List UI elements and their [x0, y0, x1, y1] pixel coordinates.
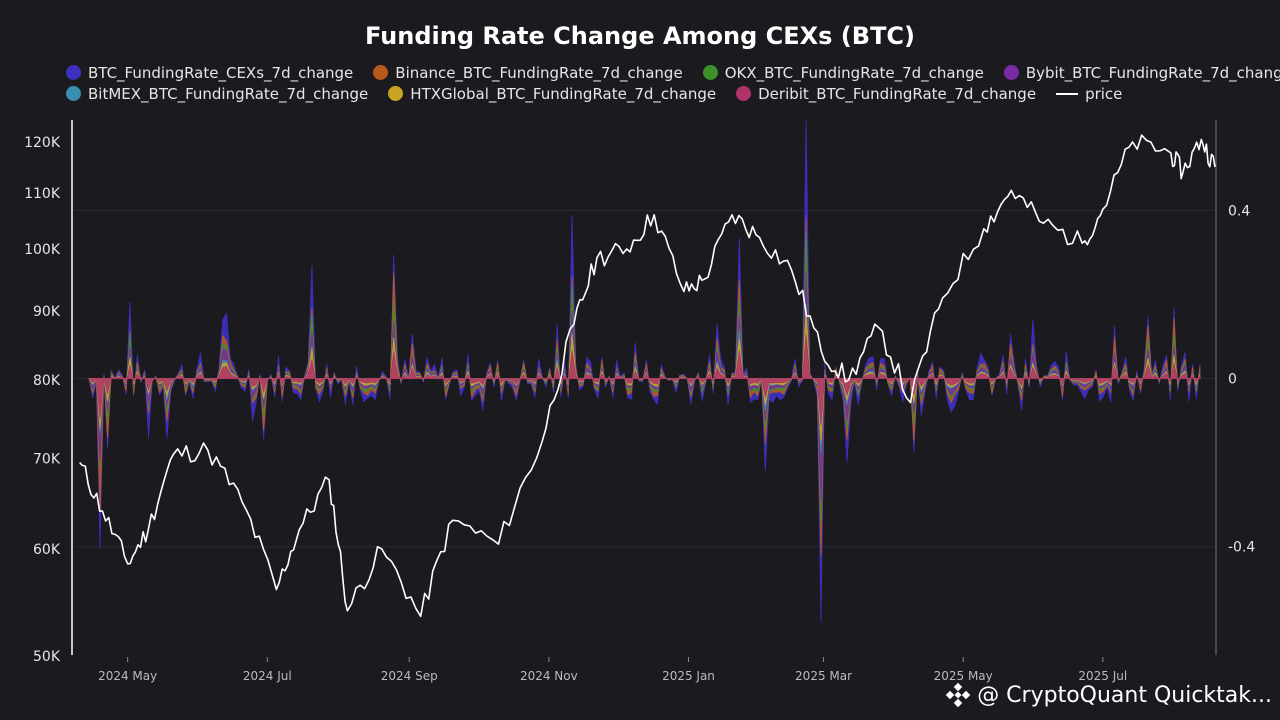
legend-row-1: BTC_FundingRate_CEXs_7d_change Binance_B… — [66, 62, 1280, 83]
legend-label-bitmex: BitMEX_BTC_FundingRate_7d_change — [88, 84, 369, 103]
left-tick-label: 80K — [33, 373, 61, 389]
left-tick-label: 70K — [33, 451, 61, 467]
left-tick-label: 50K — [33, 649, 61, 665]
legend-item-price[interactable]: price — [1056, 85, 1122, 103]
legend-swatch-bitmex — [66, 86, 81, 101]
chart-legend: BTC_FundingRate_CEXs_7d_change Binance_B… — [66, 62, 1280, 104]
x-tick-label: 2024 May — [98, 669, 157, 683]
legend-swatch-bybit — [1003, 65, 1019, 80]
x-tick-label: 2024 Nov — [520, 669, 578, 683]
chart-title: Funding Rate Change Among CEXs (BTC) — [364, 22, 916, 50]
watermark: @ CryptoQuant Quicktak... — [945, 682, 1272, 708]
watermark-text: @ CryptoQuant Quicktak... — [977, 682, 1272, 708]
left-tick-label: 100K — [24, 242, 61, 258]
legend-item-deribit[interactable]: Deribit_BTC_FundingRate_7d_change — [736, 85, 1036, 103]
legend-swatch-htx — [388, 86, 404, 101]
legend-label-cexs: BTC_FundingRate_CEXs_7d_change — [88, 63, 354, 82]
legend-item-binance[interactable]: Binance_BTC_FundingRate_7d_change — [373, 63, 683, 82]
legend-swatch-deribit — [736, 86, 752, 101]
legend-label-bybit: Bybit_BTC_FundingRate_7d_change — [1025, 63, 1280, 82]
legend-item-okx[interactable]: OKX_BTC_FundingRate_7d_change — [702, 63, 984, 82]
legend-label-okx: OKX_BTC_FundingRate_7d_change — [724, 63, 984, 82]
legend-item-cexs[interactable]: BTC_FundingRate_CEXs_7d_change — [66, 64, 353, 82]
area-series-6 — [88, 334, 1201, 426]
x-tick-label: 2025 Mar — [795, 669, 852, 683]
binance-logo-icon — [945, 682, 971, 708]
left-tick-label: 60K — [33, 542, 61, 558]
legend-swatch-cexs — [66, 65, 81, 80]
area-series-3 — [88, 270, 1201, 502]
right-tick-label: 0 — [1228, 372, 1237, 388]
x-tick-label: 2025 May — [934, 669, 993, 683]
x-tick-label: 2024 Jul — [243, 669, 292, 683]
legend-label-binance: Binance_BTC_FundingRate_7d_change — [395, 63, 683, 82]
legend-swatch-okx — [702, 65, 718, 80]
legend-swatch-binance — [373, 65, 389, 80]
left-tick-label: 110K — [24, 186, 61, 202]
legend-label-deribit: Deribit_BTC_FundingRate_7d_change — [758, 84, 1037, 103]
x-tick-label: 2025 Jul — [1078, 669, 1127, 683]
left-tick-label: 120K — [24, 135, 61, 151]
legend-row-2: BitMEX_BTC_FundingRate_7d_change HTXGlob… — [66, 83, 1226, 104]
legend-swatch-price — [1056, 92, 1079, 95]
right-tick-label: 0.4 — [1228, 203, 1250, 219]
price-line — [79, 134, 1216, 618]
legend-label-price: price — [1085, 84, 1123, 103]
x-tick-label: 2024 Sep — [381, 669, 438, 683]
legend-label-htx: HTXGlobal_BTC_FundingRate_7d_change — [410, 84, 717, 103]
legend-item-bybit[interactable]: Bybit_BTC_FundingRate_7d_change — [1003, 63, 1280, 82]
left-tick-label: 90K — [33, 304, 61, 320]
x-tick-label: 2025 Jan — [662, 669, 715, 683]
right-tick-label: -0.4 — [1228, 540, 1255, 556]
legend-item-bitmex[interactable]: BitMEX_BTC_FundingRate_7d_change — [66, 85, 368, 103]
legend-item-htx[interactable]: HTXGlobal_BTC_FundingRate_7d_change — [388, 85, 716, 103]
